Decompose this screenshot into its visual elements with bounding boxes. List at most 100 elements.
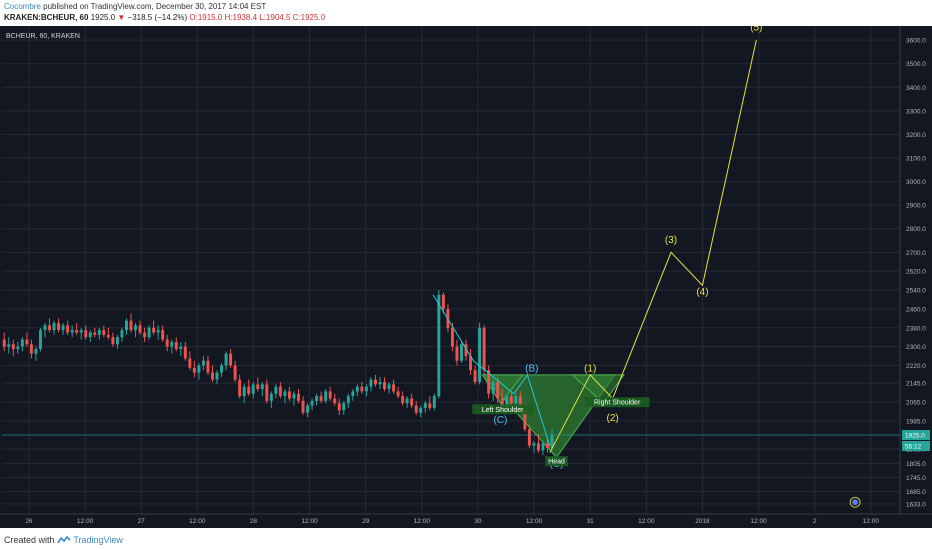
candle-body xyxy=(387,384,391,390)
candle-body xyxy=(464,344,468,357)
candle-body xyxy=(550,435,554,448)
created-with-text: Created with xyxy=(4,535,55,545)
candle-body xyxy=(174,341,178,349)
candle-body xyxy=(392,384,396,392)
candle-body xyxy=(256,384,260,390)
low-value: L:1904.5 xyxy=(259,13,291,22)
candle-body xyxy=(220,365,224,373)
wave-label: (2) xyxy=(607,413,619,424)
candle-body xyxy=(297,393,300,401)
y-tick-label: 3200.0 xyxy=(906,132,926,139)
candle-body xyxy=(242,386,246,397)
high-value: H:1938.4 xyxy=(224,13,258,22)
y-tick-label: 2900.0 xyxy=(906,203,926,210)
pattern-label-box xyxy=(545,456,568,467)
candle-body xyxy=(34,348,38,354)
candle-body xyxy=(238,379,242,397)
candle-body xyxy=(355,386,359,392)
candle-body xyxy=(518,396,522,411)
candle-body xyxy=(301,400,305,413)
candle-body xyxy=(251,384,255,394)
candle-body xyxy=(306,405,310,413)
candle-body xyxy=(265,384,269,401)
open-value: O:1915.0 xyxy=(189,13,223,22)
y-tick-label: 2800.0 xyxy=(906,226,926,233)
candle-body xyxy=(536,443,540,451)
candle-body xyxy=(111,337,115,345)
candle-body xyxy=(106,334,110,338)
pattern-label: Head xyxy=(548,459,565,466)
candle-body xyxy=(428,403,432,408)
candle-body xyxy=(396,391,400,397)
ohlc-line: KRAKEN:BCHEUR, 60 1925.0 ▼ −318.5 (−14.2… xyxy=(4,13,325,22)
candle-body xyxy=(134,325,138,331)
published-text: published on TradingView.com, December 3… xyxy=(43,2,267,11)
candle-body xyxy=(25,339,29,345)
wave-label: (B) xyxy=(525,363,538,374)
candle-body xyxy=(2,339,6,347)
down-arrow-icon: ▼ xyxy=(117,13,126,22)
candle-body xyxy=(102,330,106,335)
candle-body xyxy=(410,398,414,406)
x-tick-label: 30 xyxy=(474,518,482,525)
candle-body xyxy=(152,327,156,333)
candle-body xyxy=(16,346,20,349)
y-tick-label: 3600.0 xyxy=(906,38,926,45)
candle-body xyxy=(527,429,531,446)
candle-body xyxy=(215,372,219,380)
candle-body xyxy=(496,381,500,399)
countdown-badge xyxy=(902,441,930,452)
candle-body xyxy=(29,344,33,354)
candle-body xyxy=(324,391,328,401)
chart-symbol-label: BCHEUR, 60, KRAKEN xyxy=(6,33,80,40)
candle-body xyxy=(274,386,278,394)
x-tick-label: 12:00 xyxy=(750,518,767,525)
tradingview-link[interactable]: TradingView xyxy=(73,535,123,545)
symbol-label: KRAKEN:BCHEUR, 60 xyxy=(4,13,89,22)
y-tick-label: 3500.0 xyxy=(906,61,926,68)
chart-area[interactable]: 3600.0 3500.0 3400.0 3300.0 3200.0 3100.0 3000… xyxy=(0,23,932,528)
chart-header: Cocombre published on TradingView.com, D… xyxy=(0,0,932,24)
x-tick-label: 12:00 xyxy=(189,518,206,525)
candle-body xyxy=(84,330,88,338)
candle-body xyxy=(455,346,459,361)
candle-body xyxy=(278,386,282,397)
candle-body xyxy=(224,353,228,366)
wave-label: (3) xyxy=(665,235,677,246)
candle-body xyxy=(61,325,65,331)
candle-body xyxy=(138,325,142,333)
candle-body xyxy=(7,344,11,347)
candle-body xyxy=(419,407,423,413)
candle-body xyxy=(482,327,486,371)
author-link[interactable]: Cocombre xyxy=(4,2,41,11)
price-chart[interactable]: 3600.0 3500.0 3400.0 3300.0 3200.0 3100.0 3000… xyxy=(0,23,932,528)
candle-body xyxy=(500,398,504,408)
candle-body xyxy=(405,398,409,404)
candle-body xyxy=(192,367,196,373)
x-tick-label: 29 xyxy=(362,518,370,525)
candle-body xyxy=(43,325,47,331)
candle-body xyxy=(401,396,405,404)
countdown-label: 55:12 xyxy=(905,444,922,451)
candle-body xyxy=(197,365,201,373)
pattern-label: Right Shoulder xyxy=(594,400,641,407)
y-tick-label: 1805.0 xyxy=(906,461,926,468)
candle-body xyxy=(364,386,368,392)
y-tick-label: 2145.0 xyxy=(906,381,926,388)
last-price: 1925.0 xyxy=(90,13,116,22)
candle-body xyxy=(346,396,350,404)
wave-label: (4) xyxy=(696,287,708,298)
footer: Created with TradingView xyxy=(0,532,932,550)
candle-body xyxy=(532,443,536,446)
candle-body xyxy=(414,405,418,413)
y-tick-label: 1985.0 xyxy=(906,418,926,425)
y-tick-label: 3000.0 xyxy=(906,179,926,186)
candle-body xyxy=(478,327,482,382)
y-tick-label: 2540.0 xyxy=(906,288,926,295)
publish-info: Cocombre published on TradingView.com, D… xyxy=(4,2,266,11)
y-tick-label: 2460.0 xyxy=(906,306,926,313)
wave-projection-line xyxy=(549,40,757,453)
candle-body xyxy=(514,396,518,404)
indicator-dot-icon xyxy=(852,499,858,506)
candle-body xyxy=(310,400,314,406)
